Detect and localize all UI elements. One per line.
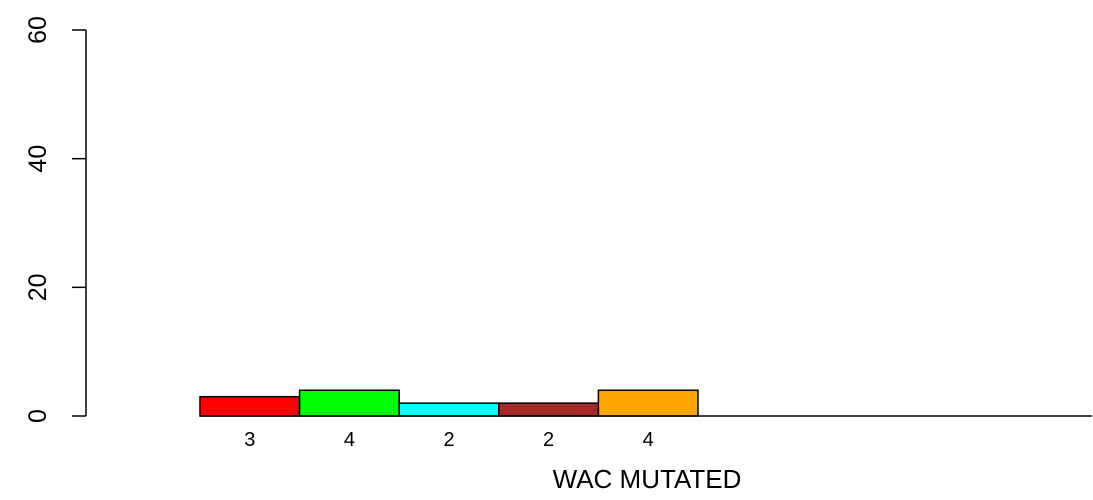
bar-label: 4 [344, 429, 355, 451]
y-tick-label: 20 [24, 273, 52, 301]
bar [298, 389, 400, 417]
bar-label: 2 [443, 429, 454, 451]
y-tick-label: 0 [24, 409, 52, 423]
bar-label: 2 [543, 429, 554, 451]
bar-labels: 3 4 2 2 4 [244, 429, 654, 451]
bars [199, 389, 699, 417]
bar [597, 389, 699, 417]
y-axis: 0 20 40 60 [24, 16, 87, 423]
x-axis-title: WAC MUTATED [553, 464, 742, 494]
bar-label: 3 [244, 429, 255, 451]
bar [199, 395, 301, 417]
bar [498, 402, 600, 417]
bar-label: 4 [643, 429, 654, 451]
bar [398, 402, 500, 417]
y-tick-label: 40 [24, 145, 52, 173]
y-tick-label: 60 [24, 16, 52, 44]
